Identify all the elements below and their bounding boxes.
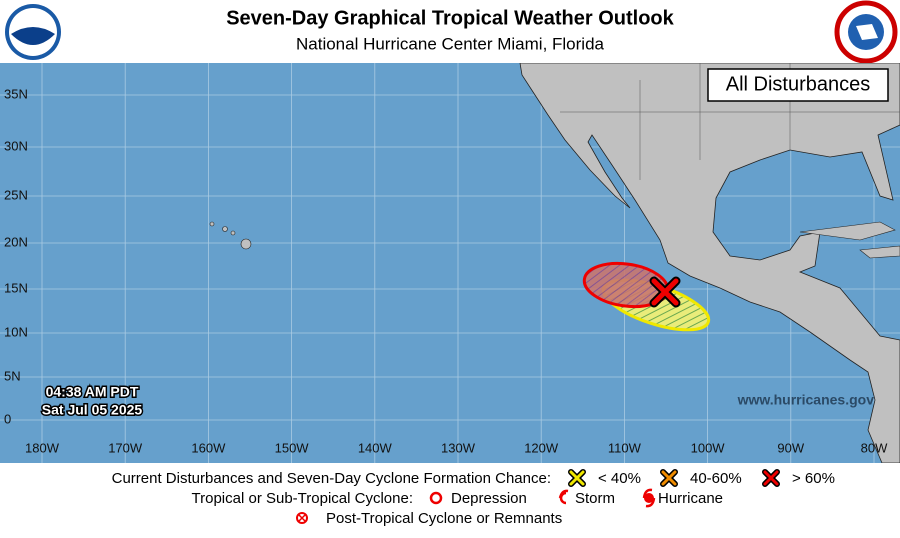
lat-label: 30N <box>4 138 28 153</box>
subtitle: National Hurricane Center Miami, Florida <box>296 34 605 53</box>
panel-box <box>707 68 889 102</box>
lon-label: 100W <box>691 440 726 455</box>
issue-date: Sat Jul 05 2025 <box>42 402 143 418</box>
lat-label: 0 <box>4 411 11 426</box>
legend-item: Depression <box>451 490 527 507</box>
lat-label: 10N <box>4 324 28 339</box>
legend-item: < 40% <box>598 470 641 487</box>
issue-time: 04:38 AM PDT <box>46 384 139 400</box>
legend-label: Tropical or Sub-Tropical Cyclone: <box>192 490 413 507</box>
lon-label: 80W <box>861 440 888 455</box>
lat-label: 20N <box>4 234 28 249</box>
land <box>519 63 900 463</box>
legend: Current Disturbances and Seven-Day Cyclo… <box>112 469 835 527</box>
hawaii <box>209 221 252 250</box>
lon-label: 90W <box>777 440 804 455</box>
legend-item: 40-60% <box>690 470 742 487</box>
lat-label: 35N <box>4 86 28 101</box>
lon-label: 110W <box>608 440 642 455</box>
lon-label: 140W <box>358 440 393 455</box>
lon-label: 170W <box>108 440 143 455</box>
website: www.hurricanes.gov <box>737 392 875 408</box>
lat-label: 15N <box>4 280 28 295</box>
legend-item: Post-Tropical Cyclone or Remnants <box>326 510 562 527</box>
noaa-logo <box>5 4 61 60</box>
lat-label: 5N <box>4 368 21 383</box>
lon-label: 160W <box>191 440 226 455</box>
legend-label: Current Disturbances and Seven-Day Cyclo… <box>112 470 551 487</box>
panel-label: All Disturbances <box>726 73 871 95</box>
title: Seven-Day Graphical Tropical Weather Out… <box>226 7 674 29</box>
legend-item: Storm <box>575 490 615 507</box>
lon-label: 120W <box>524 440 559 455</box>
nws-logo <box>834 0 898 64</box>
lon-label: 130W <box>441 440 476 455</box>
map: 35N 30N 25N 20N 15N 10N 5N 0 180W 170W 160W 150W 140… <box>0 63 900 463</box>
legend-item: Hurricane <box>658 490 723 507</box>
legend-item: > 60% <box>792 470 835 487</box>
lat-label: 25N <box>4 187 28 202</box>
lon-label: 180W <box>25 440 60 455</box>
lon-label: 150W <box>275 440 310 455</box>
